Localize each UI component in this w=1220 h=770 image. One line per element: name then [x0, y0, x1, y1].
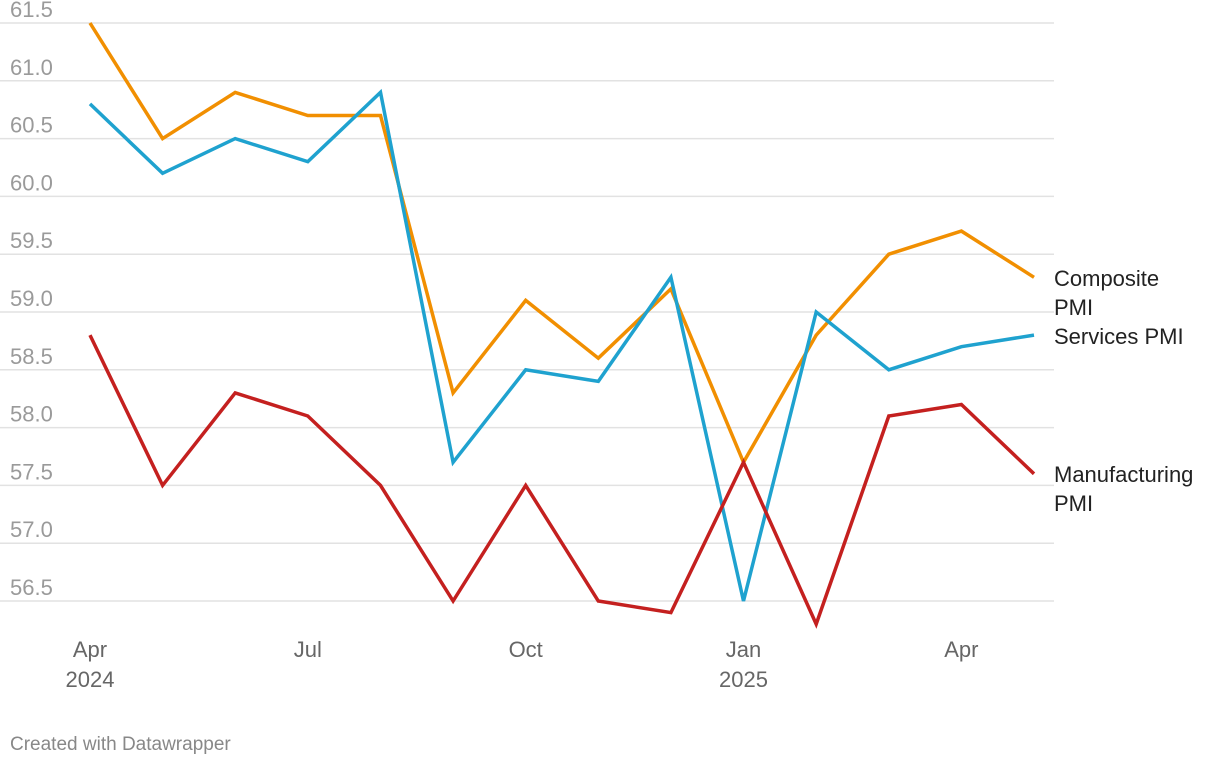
x-tick-label: Apr — [73, 637, 107, 662]
gridlines — [0, 22, 1054, 602]
y-tick-label: 59.0 — [10, 286, 53, 311]
x-tick-label: Jul — [294, 637, 322, 662]
y-axis-ticks: 56.5 57.0 57.5 58.0 58.5 59.0 59.5 60.0 60.5 61.0… — [10, 0, 53, 600]
y-tick-label: 61.5 — [10, 0, 53, 22]
series-labels: Composite PMI Services PMI Manufacturing PMI — [1054, 266, 1193, 516]
x-tick-label: 2024 — [66, 667, 115, 692]
y-tick-label: 60.0 — [10, 170, 53, 195]
series-label: Composite — [1054, 266, 1159, 291]
x-tick-label: Apr — [944, 637, 978, 662]
x-tick-label: Oct — [509, 637, 543, 662]
credit-text: Created with Datawrapper — [10, 734, 231, 755]
series-line-manufacturing-pmi — [88, 334, 1036, 629]
series-label: PMI — [1054, 295, 1093, 320]
y-tick-label: 59.5 — [10, 228, 53, 253]
series-label: Services PMI — [1054, 324, 1184, 349]
y-tick-label: 61.0 — [10, 55, 53, 80]
y-tick-label: 58.5 — [10, 344, 53, 369]
x-tick-label: 2025 — [719, 667, 768, 692]
series-label: PMI — [1054, 491, 1093, 516]
series-lines — [88, 22, 1036, 629]
y-tick-label: 60.5 — [10, 113, 53, 138]
y-tick-label: 58.0 — [10, 402, 53, 427]
y-tick-label: 57.5 — [10, 459, 53, 484]
y-tick-label: 57.0 — [10, 517, 53, 542]
x-axis-ticks: Apr 2024 Jul Oct Jan 2025 Apr — [66, 637, 979, 692]
x-tick-label: Jan — [726, 637, 761, 662]
y-tick-label: 56.5 — [10, 575, 53, 600]
series-label: Manufacturing — [1054, 462, 1193, 487]
series-line-services-pmi — [88, 88, 1035, 602]
series-line-composite-pmi — [88, 22, 1035, 467]
